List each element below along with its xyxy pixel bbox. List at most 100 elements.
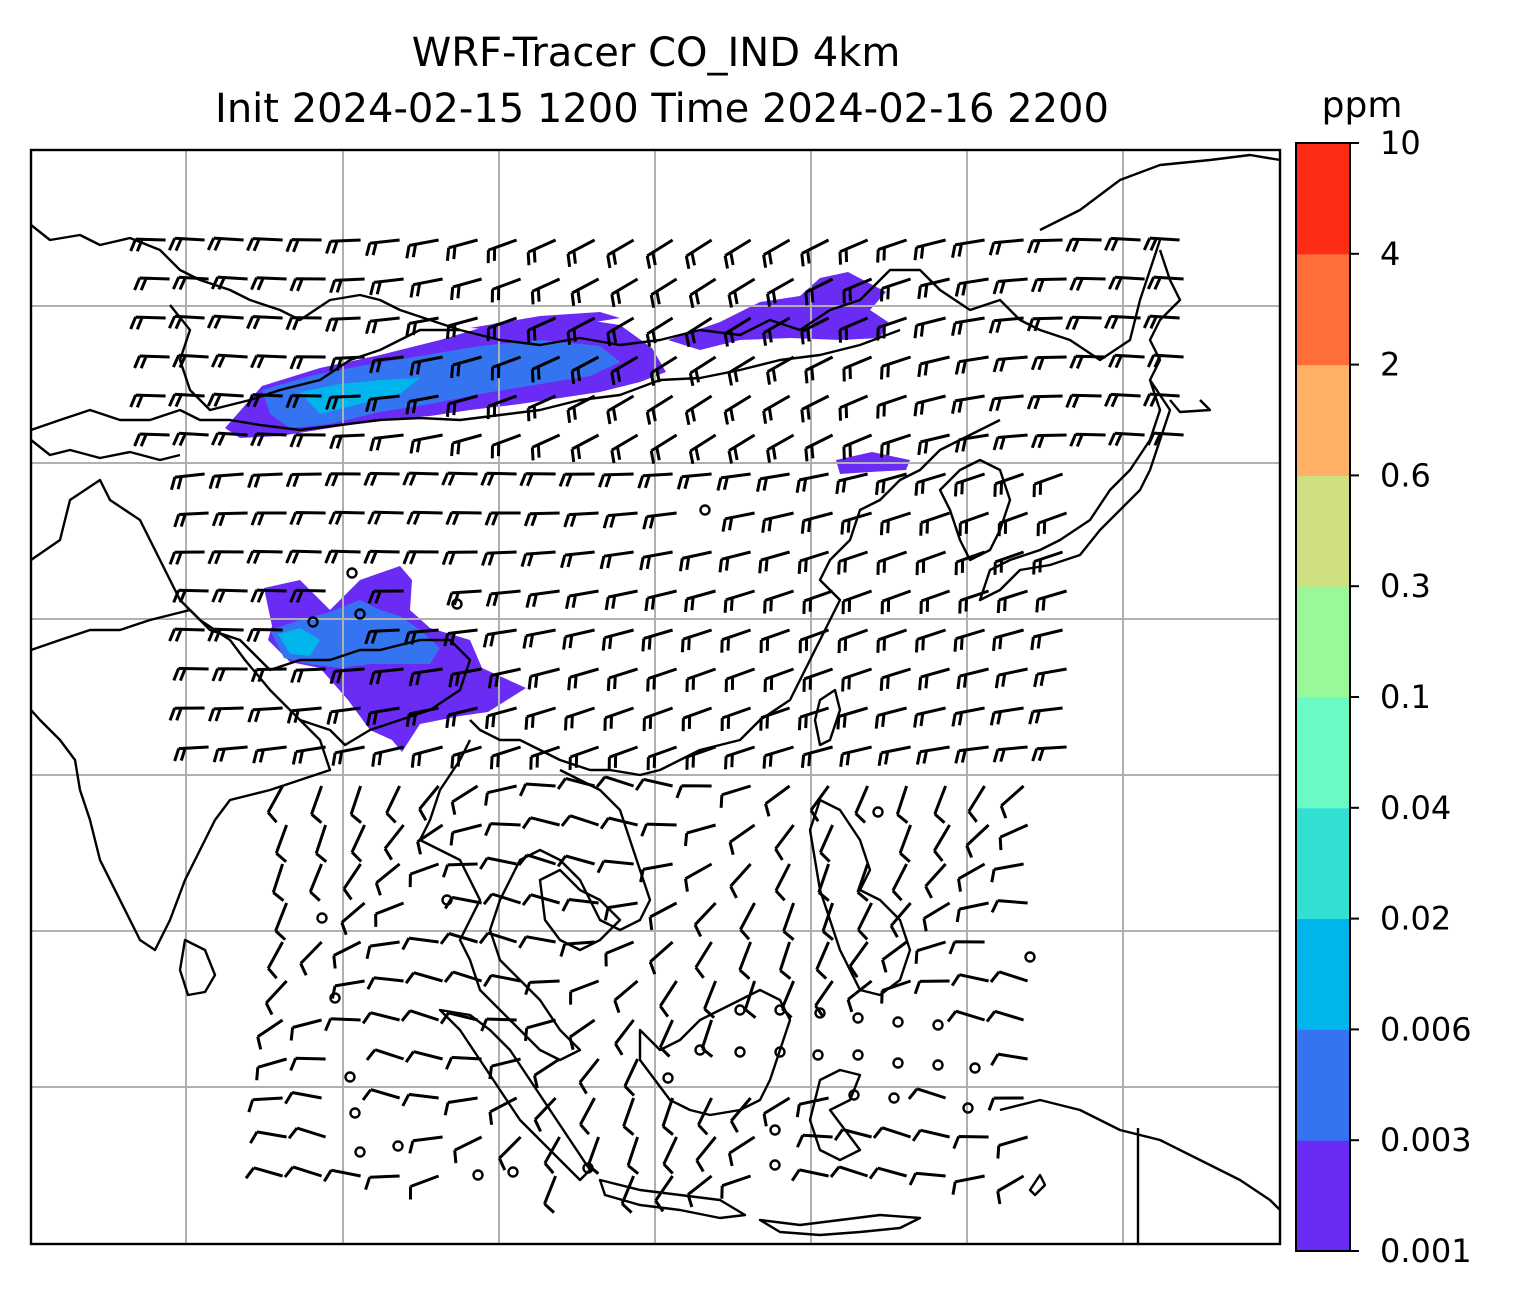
wind-barb bbox=[846, 979, 873, 1013]
wind-barb bbox=[686, 1174, 713, 1208]
coastline-kuril bbox=[1169, 399, 1212, 414]
wind-barb bbox=[649, 277, 678, 308]
wind-barb bbox=[658, 1019, 674, 1058]
wind-barb bbox=[809, 785, 830, 823]
calm-wind-marker bbox=[699, 504, 711, 516]
wind-barb bbox=[819, 824, 834, 863]
wind-barb bbox=[804, 433, 834, 462]
wind-barb bbox=[250, 432, 287, 447]
coastline-timor bbox=[1028, 1173, 1047, 1197]
wind-barb bbox=[1032, 472, 1064, 498]
wind-barb bbox=[168, 236, 205, 252]
calm-wind-marker bbox=[814, 1007, 826, 1019]
wind-barb bbox=[1065, 393, 1102, 409]
wind-barb bbox=[988, 394, 1024, 412]
wind-barb bbox=[1030, 355, 1067, 371]
map-panel bbox=[31, 150, 1280, 1244]
wind-barb bbox=[479, 856, 517, 870]
calm-wind-marker bbox=[441, 894, 453, 906]
wind-barb bbox=[998, 823, 1029, 851]
wind-barb bbox=[879, 667, 912, 691]
wind-barb bbox=[445, 238, 478, 261]
colorbar-segment bbox=[1296, 143, 1350, 255]
wind-barb bbox=[649, 355, 678, 386]
coastline-new-guinea bbox=[999, 1098, 1280, 1211]
map-frame bbox=[29, 148, 1282, 1246]
wind-barb bbox=[570, 355, 600, 385]
wind-barb bbox=[349, 785, 363, 824]
wind-barb bbox=[533, 1057, 561, 1089]
wind-barb bbox=[365, 316, 400, 335]
wind-barb bbox=[524, 706, 557, 730]
wind-barb bbox=[774, 824, 795, 861]
wind-barb bbox=[408, 667, 443, 687]
wind-barb bbox=[173, 511, 209, 528]
calm-wind-marker bbox=[774, 1046, 786, 1058]
wind-barb bbox=[688, 277, 717, 309]
wind-barb bbox=[1069, 276, 1106, 291]
wind-barb bbox=[364, 1174, 400, 1191]
coastlines-and-borders bbox=[31, 153, 1280, 1244]
wind-barb bbox=[443, 970, 483, 984]
colorbar-tick-label: 0.006 bbox=[1380, 1010, 1472, 1048]
wind-barb bbox=[517, 853, 557, 866]
wind-barb bbox=[607, 745, 639, 771]
wind-barb bbox=[606, 667, 639, 692]
wind-barb bbox=[835, 472, 868, 495]
wind-barb bbox=[637, 472, 673, 489]
wind-barb bbox=[915, 628, 947, 653]
calm-wind-marker bbox=[392, 1140, 404, 1152]
wind-barb bbox=[762, 745, 795, 769]
wind-barb bbox=[606, 394, 635, 425]
wind-barb bbox=[168, 392, 205, 408]
wind-barb bbox=[989, 970, 1029, 983]
wind-barb bbox=[876, 238, 908, 263]
wind-barb bbox=[648, 901, 678, 931]
wind-barb bbox=[558, 472, 595, 487]
wind-barb bbox=[521, 893, 561, 906]
wind-barb bbox=[759, 706, 791, 731]
wind-barb bbox=[951, 1174, 985, 1195]
wind-barb bbox=[1033, 667, 1067, 688]
wind-barb bbox=[797, 550, 830, 574]
wind-barb bbox=[324, 1017, 361, 1032]
wind-barb bbox=[880, 433, 912, 458]
wind-barb bbox=[366, 706, 400, 726]
wind-barb bbox=[596, 859, 634, 874]
wind-barb bbox=[445, 394, 478, 417]
wind-barb bbox=[868, 1166, 907, 1180]
calm-wind-marker bbox=[354, 608, 366, 620]
coastline-russia-fe bbox=[1039, 153, 1280, 232]
wind-barb bbox=[661, 1097, 675, 1136]
wind-barb bbox=[256, 1018, 284, 1050]
calm-wind-marker bbox=[888, 1092, 900, 1104]
calm-wind-marker bbox=[932, 1019, 944, 1031]
wind-barb bbox=[914, 472, 947, 496]
wind-barb bbox=[877, 745, 911, 766]
wind-barb bbox=[556, 776, 595, 790]
wind-barb bbox=[917, 433, 950, 456]
wind-barb bbox=[992, 433, 1028, 451]
wind-barb bbox=[211, 667, 248, 682]
wind-barb bbox=[800, 316, 830, 345]
wind-barb bbox=[876, 394, 908, 419]
calm-wind-marker bbox=[346, 567, 358, 579]
wind-barb bbox=[933, 785, 947, 824]
wind-barb bbox=[133, 354, 170, 369]
calm-wind-marker bbox=[307, 616, 319, 628]
wind-barb bbox=[729, 862, 752, 899]
calm-wind-marker bbox=[329, 992, 341, 1004]
wind-barb bbox=[330, 979, 365, 999]
wind-barb bbox=[450, 277, 483, 301]
wind-barb bbox=[168, 550, 205, 565]
colorbar-segment bbox=[1296, 253, 1350, 366]
wind-barb bbox=[490, 433, 522, 459]
wind-barb bbox=[800, 238, 830, 267]
wind-barb bbox=[556, 854, 596, 868]
wind-barb bbox=[332, 940, 362, 969]
calm-wind-marker bbox=[852, 1012, 864, 1024]
wind-barb bbox=[992, 745, 1028, 763]
wind-barb bbox=[603, 901, 638, 921]
calm-wind-marker bbox=[472, 1169, 484, 1181]
